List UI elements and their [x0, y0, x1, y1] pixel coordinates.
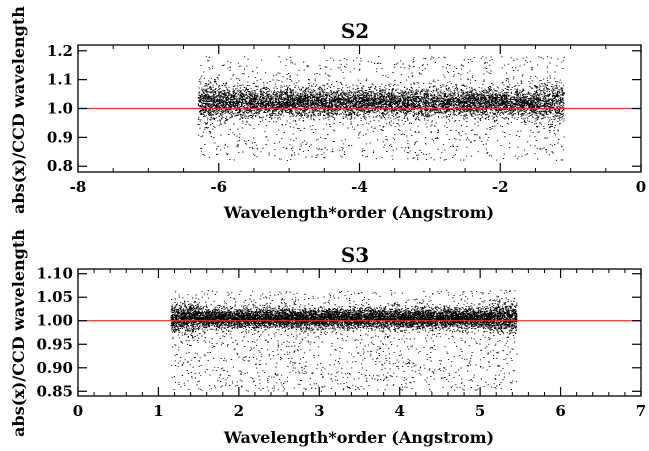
y-tick-label-s3: 1.10 — [36, 265, 73, 283]
chart-title-s2: S2 — [341, 19, 369, 43]
x-tick-label-s3: 4 — [394, 402, 404, 420]
x-tick-label-s2: -4 — [351, 178, 368, 196]
y-tick-label-s2: 1.1 — [47, 71, 73, 89]
x-tick-label-s3: 7 — [636, 402, 646, 420]
x-tick-label-s3: 2 — [234, 402, 244, 420]
x-axis-label-s2: Wavelength*order (Angstrom) — [223, 203, 494, 222]
plot-frame-s3 — [77, 268, 642, 397]
x-tick-label-s2: 0 — [636, 178, 646, 196]
y-tick-label-s2: 1.0 — [47, 100, 73, 118]
scatter-points-s3 — [170, 289, 518, 392]
panel-s2: S2 abs(x)/CCD wavelength Wavelength*orde… — [9, 6, 646, 222]
scatter-points-s2 — [197, 56, 565, 161]
x-tick-label-s3: 6 — [555, 402, 565, 420]
y-tick-label-s2: 0.8 — [47, 157, 73, 175]
plot-area-s3: 0 1 2 3 4 5 6 7 0.85 0.90 0.95 1.00 1.05 1.10 — [36, 265, 646, 420]
x-tick-label-s3: 0 — [73, 402, 83, 420]
y-axis-label-s3: abs(x)/CCD wavelength — [9, 229, 28, 437]
chart-title-s3: S3 — [341, 243, 369, 267]
x-axis-label-s3: Wavelength*order (Angstrom) — [223, 428, 494, 447]
panel-s3: S3 abs(x)/CCD wavelength Wavelength*orde… — [9, 229, 646, 447]
y-tick-label-s2: 1.2 — [47, 42, 73, 60]
y-tick-label-s3: 1.05 — [36, 288, 73, 306]
y-tick-label-s3: 1.00 — [36, 312, 73, 330]
x-tick-label-s3: 5 — [475, 402, 485, 420]
x-tick-label-s2: -2 — [492, 178, 509, 196]
plot-area-s2: -8 -6 -4 -2 0 0.8 0.9 1.0 1.1 1.2 — [47, 42, 646, 196]
x-tick-label-s2: -8 — [70, 178, 87, 196]
x-tick-label-s2: -6 — [210, 178, 227, 196]
y-tick-label-s3: 0.85 — [36, 382, 73, 400]
y-tick-label-s3: 0.90 — [36, 359, 73, 377]
x-tick-label-s3: 3 — [314, 402, 324, 420]
y-tick-label-s2: 0.9 — [47, 128, 73, 146]
y-tick-label-s3: 0.95 — [36, 335, 73, 353]
y-axis-label-s2: abs(x)/CCD wavelength — [9, 6, 28, 214]
x-tick-label-s3: 1 — [153, 402, 163, 420]
